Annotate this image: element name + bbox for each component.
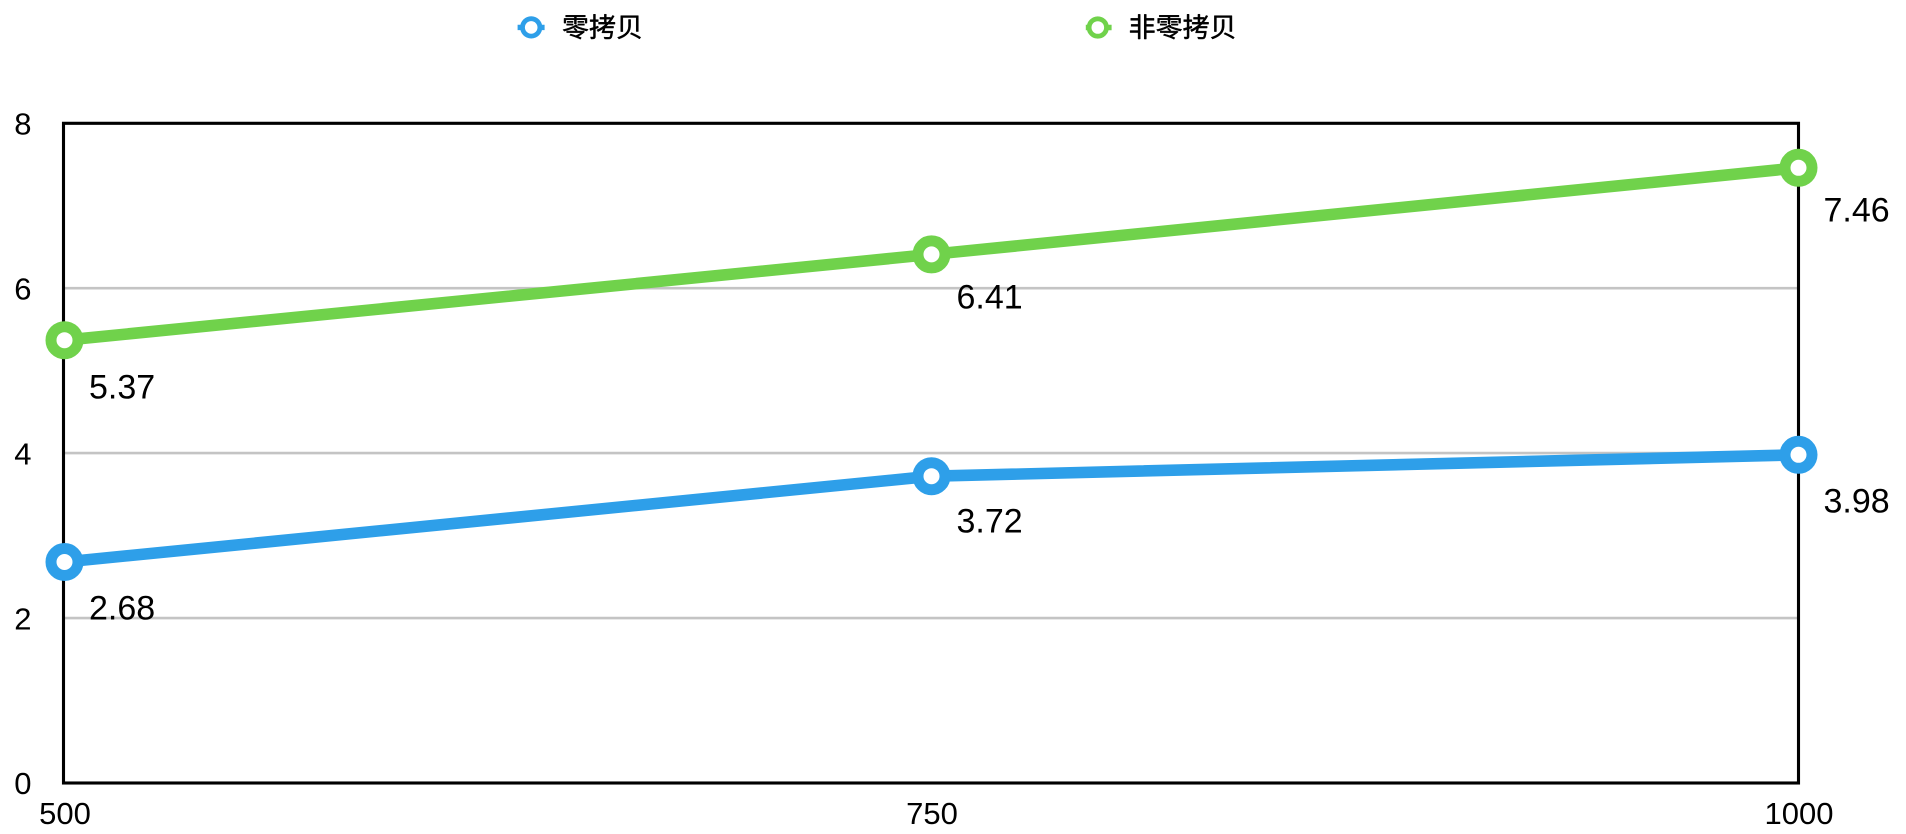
svg-text:500: 500 xyxy=(39,796,91,831)
svg-text:750: 750 xyxy=(906,796,958,831)
svg-text:5.37: 5.37 xyxy=(89,369,155,407)
svg-text:0: 0 xyxy=(14,766,31,801)
svg-text:1000: 1000 xyxy=(1765,796,1834,831)
svg-text:4: 4 xyxy=(14,436,31,471)
svg-text:3.72: 3.72 xyxy=(957,503,1023,541)
svg-text:8: 8 xyxy=(14,107,31,142)
svg-text:6.41: 6.41 xyxy=(957,279,1023,317)
svg-text:6: 6 xyxy=(14,271,31,306)
svg-text:3.98: 3.98 xyxy=(1824,483,1890,521)
svg-text:7.46: 7.46 xyxy=(1824,192,1890,230)
svg-text:2: 2 xyxy=(14,601,31,636)
svg-text:2.68: 2.68 xyxy=(89,590,155,628)
